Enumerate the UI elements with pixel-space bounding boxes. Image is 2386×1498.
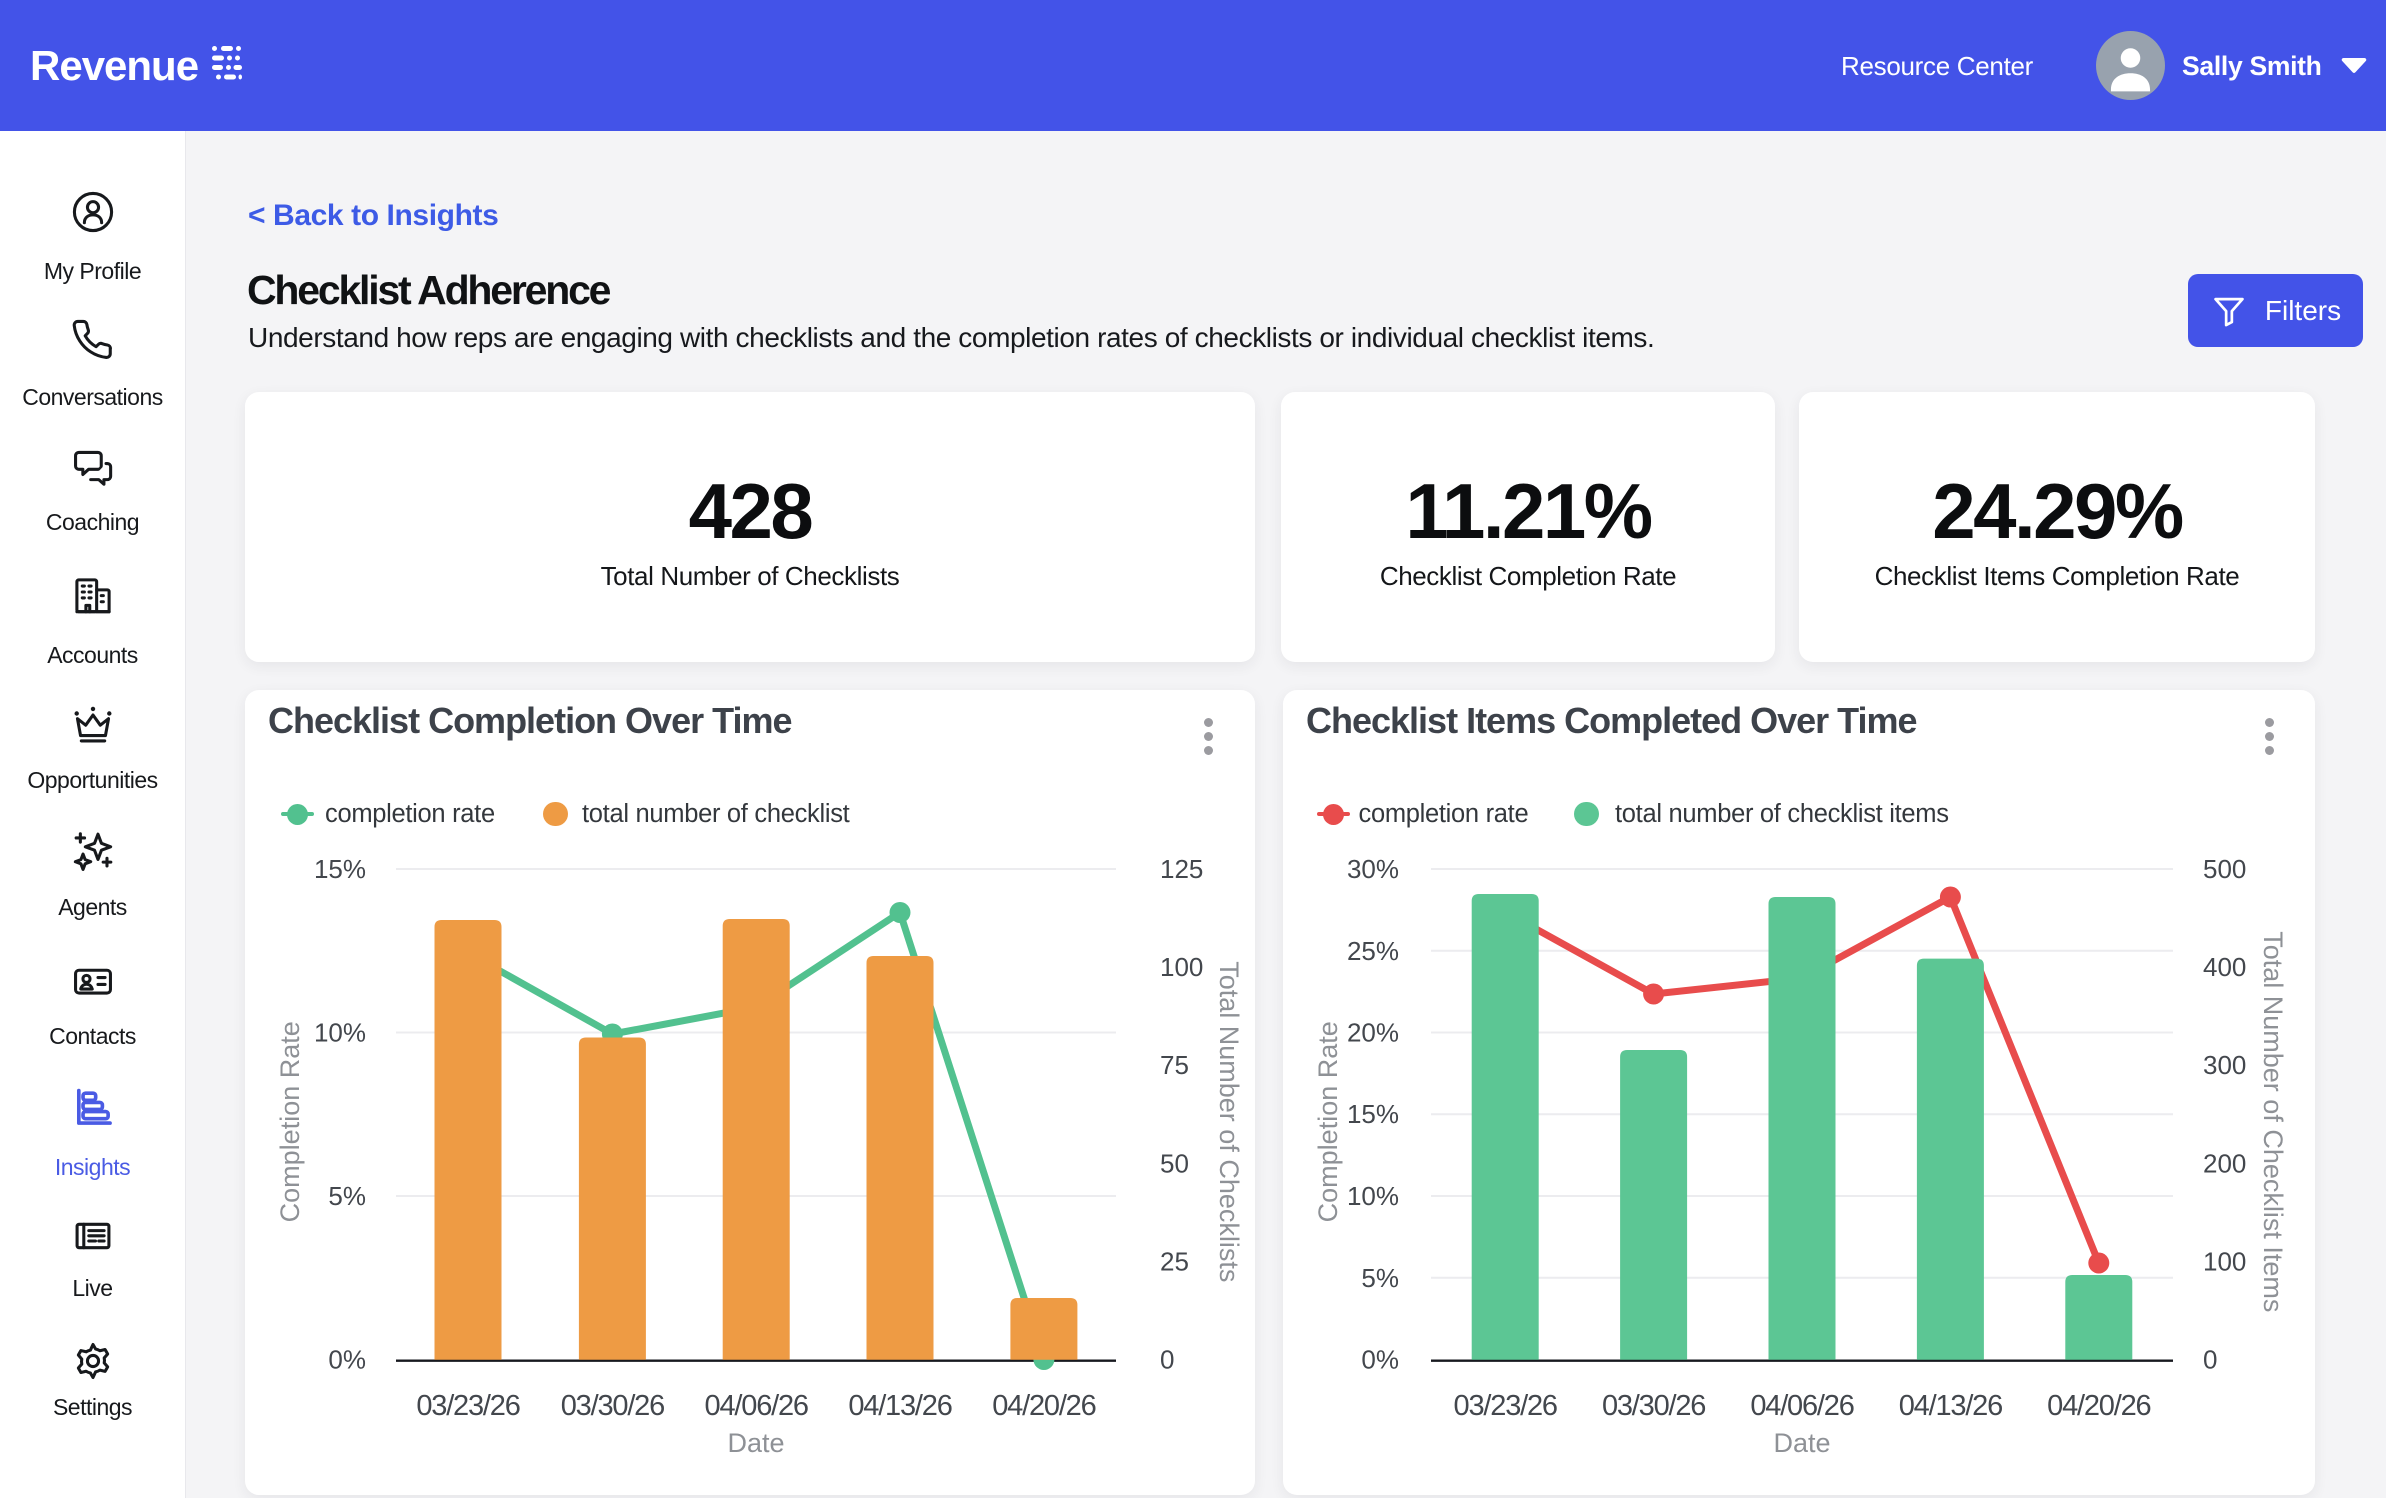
svg-text:03/23/26: 03/23/26 [416, 1390, 519, 1422]
svg-text:500: 500 [2203, 854, 2246, 884]
svg-text:100: 100 [2203, 1246, 2246, 1276]
svg-text:5%: 5% [1361, 1263, 1399, 1293]
svg-text:25: 25 [1160, 1246, 1189, 1276]
svg-text:04/13/26: 04/13/26 [1899, 1390, 2002, 1422]
svg-text:Completion Rate: Completion Rate [275, 1021, 305, 1222]
svg-text:10%: 10% [314, 1018, 366, 1048]
svg-text:15%: 15% [314, 854, 366, 884]
svg-text:20%: 20% [1347, 1018, 1399, 1048]
svg-text:03/30/26: 03/30/26 [561, 1390, 664, 1422]
svg-text:0: 0 [1160, 1345, 1174, 1375]
svg-text:30%: 30% [1347, 854, 1399, 884]
svg-text:10%: 10% [1347, 1181, 1399, 1211]
svg-text:04/13/26: 04/13/26 [848, 1390, 951, 1422]
svg-text:5%: 5% [328, 1181, 366, 1211]
svg-text:0: 0 [2203, 1345, 2217, 1375]
svg-text:04/20/26: 04/20/26 [992, 1390, 1095, 1422]
svg-text:Date: Date [727, 1428, 784, 1458]
svg-text:Total Number of Checklist Item: Total Number of Checklist Items [2258, 931, 2288, 1312]
svg-text:03/23/26: 03/23/26 [1454, 1390, 1557, 1422]
svg-text:15%: 15% [1347, 1099, 1399, 1129]
svg-text:400: 400 [2203, 952, 2246, 982]
svg-text:Total Number of Checklists: Total Number of Checklists [1214, 961, 1244, 1282]
svg-text:125: 125 [1160, 854, 1203, 884]
svg-text:75: 75 [1160, 1050, 1189, 1080]
svg-text:200: 200 [2203, 1148, 2246, 1178]
svg-text:04/06/26: 04/06/26 [705, 1390, 808, 1422]
svg-text:04/06/26: 04/06/26 [1750, 1390, 1853, 1422]
svg-text:Date: Date [1773, 1428, 1830, 1458]
svg-text:100: 100 [1160, 952, 1203, 982]
svg-text:50: 50 [1160, 1148, 1189, 1178]
svg-text:0%: 0% [328, 1345, 366, 1375]
svg-text:0%: 0% [1361, 1345, 1399, 1375]
svg-text:Completion Rate: Completion Rate [1313, 1021, 1343, 1222]
svg-text:300: 300 [2203, 1050, 2246, 1080]
svg-text:25%: 25% [1347, 936, 1399, 966]
svg-text:04/20/26: 04/20/26 [2047, 1390, 2150, 1422]
svg-text:03/30/26: 03/30/26 [1602, 1390, 1705, 1422]
